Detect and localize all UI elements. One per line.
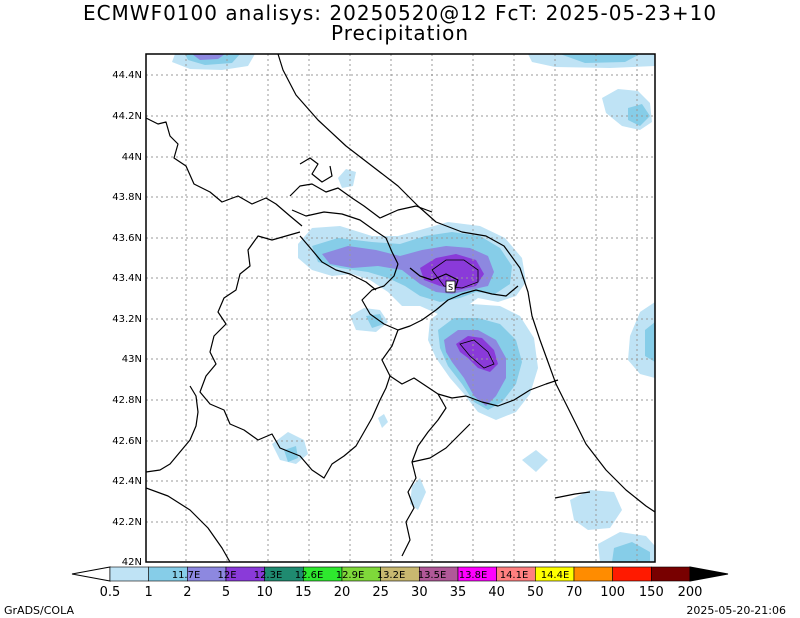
precip-area-bottom-corner-core — [612, 542, 650, 562]
colorbar: 11.7E 12E 12.3E 12.6E 12.9E 13.2E 13.5E … — [71, 566, 729, 600]
colorbar-level-label: 150 — [639, 585, 664, 600]
colorbar-cells — [109, 566, 691, 582]
border-north-1 — [299, 157, 333, 183]
x-tick-label: 14.4E — [541, 570, 570, 581]
colorbar-level-label: 5 — [222, 585, 230, 600]
station-marker: S — [445, 280, 456, 293]
x-tick-label: 13.8E — [459, 570, 488, 581]
y-tick-label: 44.2N — [112, 111, 142, 122]
colorbar-level-label: 10 — [256, 585, 273, 600]
border-umbria-west — [199, 231, 373, 479]
colorbar-level-label: 50 — [527, 585, 544, 600]
coastline — [277, 54, 655, 513]
map-grid — [146, 54, 655, 562]
x-axis-labels: 11.7E 12E 12.3E 12.6E 12.9E 13.2E 13.5E … — [172, 570, 570, 581]
y-tick-label: 43.8N — [112, 192, 142, 203]
x-tick-label: 12.9E — [336, 570, 365, 581]
x-tick-label: 11.7E — [172, 570, 201, 581]
y-tick-label: 42.8N — [112, 395, 142, 406]
border-north-2 — [289, 183, 433, 219]
y-tick-label: 42N — [122, 557, 142, 568]
y-tick-label: 42.4N — [112, 476, 142, 487]
x-tick-label: 14.1E — [500, 570, 529, 581]
precip-area-right-edge-core — [645, 322, 655, 362]
colorbar-level-label: 15 — [295, 585, 312, 600]
x-tick-label: 13.5E — [418, 570, 447, 581]
colorbar-cell — [109, 566, 149, 582]
coastline-se — [554, 491, 591, 499]
precip-area-e-core — [628, 104, 650, 126]
border-abruzzo — [437, 379, 559, 407]
y-tick-label: 42.6N — [112, 436, 142, 447]
colorbar-cell — [651, 566, 691, 582]
colorbar-cell — [573, 566, 613, 582]
y-tick-label: 44N — [122, 152, 142, 163]
border-south — [411, 423, 471, 463]
colorbar-level-label: 2 — [183, 585, 191, 600]
borders — [146, 54, 655, 562]
colorbar-labels: 0.5 1 2 5 10 15 20 25 30 35 40 50 70 100 150 200 — [100, 585, 703, 600]
border-umbria-marche — [361, 263, 519, 331]
station-marker-label: S — [448, 283, 453, 292]
credit-text: GrADS/COLA — [4, 604, 74, 617]
border-lazio — [371, 375, 391, 419]
colorbar-upper-arrow — [689, 566, 729, 582]
colorbar-level-label: 1 — [145, 585, 153, 600]
colorbar-level-label: 25 — [372, 585, 389, 600]
precip-area-w-mid-core — [366, 314, 384, 328]
precipitation-fields — [172, 54, 655, 562]
y-tick-label: 43.4N — [112, 273, 142, 284]
colorbar-level-label: 20 — [334, 585, 351, 600]
coastline-nw — [146, 117, 303, 227]
coastline-sw — [146, 487, 231, 562]
colorbar-level-label: 70 — [566, 585, 583, 600]
colorbar-level-label: 200 — [678, 585, 703, 600]
contour-south — [459, 339, 495, 369]
precip-area-right-edge — [628, 302, 655, 378]
y-tick-label: 43.2N — [112, 314, 142, 325]
x-tick-label: 12E — [217, 570, 236, 581]
map-frame — [145, 53, 656, 563]
border-tuscany — [146, 385, 199, 473]
x-tick-label: 13.2E — [377, 570, 406, 581]
y-tick-label: 43N — [122, 354, 142, 365]
y-tick-label: 42.2N — [112, 517, 142, 528]
colorbar-level-label: 30 — [411, 585, 428, 600]
precip-area-small-se — [522, 450, 548, 472]
border-marche-north — [291, 209, 399, 265]
x-tick-label: 12.3E — [254, 570, 283, 581]
y-tick-label: 44.4N — [112, 70, 142, 81]
colorbar-lower-arrow — [71, 566, 111, 582]
precip-area-small-sw-core — [284, 446, 298, 462]
border-inner-1 — [409, 267, 459, 293]
precip-area-south-peak — [456, 336, 498, 372]
chart-title: ECMWF0100 analisys: 20250520@12 FcT: 202… — [82, 1, 718, 25]
precip-area-ne-core — [560, 54, 640, 63]
y-tick-label: 43.6N — [112, 233, 142, 244]
chart-subtitle: Precipitation — [330, 21, 469, 45]
colorbar-cell — [612, 566, 652, 582]
precip-area-bottom-left — [410, 478, 426, 510]
x-tick-label: 12.6E — [295, 570, 324, 581]
colorbar-level-label: 35 — [450, 585, 467, 600]
colorbar-level-label: 100 — [600, 585, 625, 600]
colorbar-level-label: 0.5 — [100, 585, 121, 600]
border-umbria-east — [299, 235, 377, 291]
y-axis-labels: 44.4N 44.2N 44N 43.8N 43.6N 43.4N 43.2N … — [112, 70, 142, 568]
precip-area-small-s — [378, 414, 388, 428]
colorbar-level-label: 40 — [488, 585, 505, 600]
precip-area-nw-peak — [192, 54, 225, 60]
timestamp-text: 2025-05-20-21:06 — [686, 604, 786, 617]
precip-area-small-n — [338, 169, 356, 188]
